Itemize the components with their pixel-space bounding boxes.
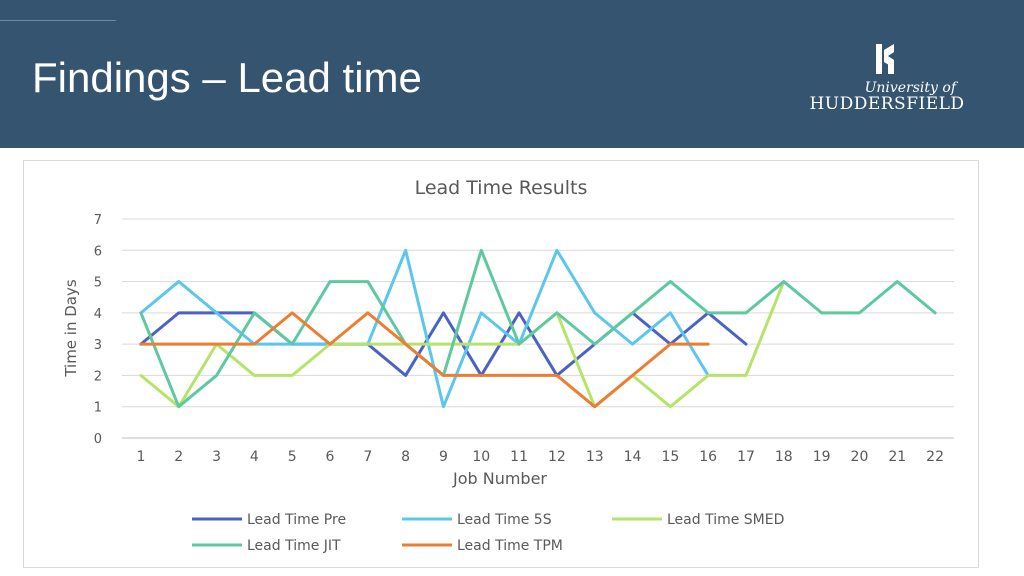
- x-tick-label: 9: [439, 449, 448, 465]
- slide-header: Findings – Lead time University of HUDDE…: [0, 0, 1024, 148]
- series-line-lead-time-jit: [139, 248, 937, 409]
- university-crest-icon: [876, 44, 894, 74]
- series-line-lead-time-smed: [139, 280, 786, 409]
- y-tick-label: 5: [94, 276, 102, 291]
- y-tick-label: 4: [94, 307, 102, 322]
- x-tick-label: 8: [401, 449, 410, 465]
- legend-label-lead-time-5s: Lead Time 5S: [457, 512, 552, 528]
- x-tick-label: 15: [661, 449, 679, 465]
- x-tick-label: 22: [926, 449, 944, 465]
- y-tick-label: 3: [94, 338, 102, 353]
- x-tick-label: 12: [548, 449, 566, 465]
- series-line-lead-time-pre: [139, 311, 748, 377]
- legend-label-lead-time-pre: Lead Time Pre: [247, 512, 346, 528]
- y-tick-label: 6: [94, 244, 102, 259]
- x-tick-label: 11: [510, 449, 528, 465]
- x-tick-label: 10: [472, 449, 490, 465]
- y-tick-label: 2: [94, 369, 102, 384]
- x-tick-label: 17: [737, 449, 755, 465]
- x-tick-label: 5: [288, 449, 297, 465]
- x-tick-label: 14: [624, 449, 642, 465]
- x-tick-label: 13: [586, 449, 604, 465]
- chart-legend: Lead Time Pre Lead Time 5S Lead Time SMED L…: [192, 512, 784, 554]
- legend-label-lead-time-tpm: Lead Time TPM: [457, 538, 563, 554]
- y-tick-label: 0: [94, 432, 102, 447]
- y-tick-label: 7: [94, 213, 102, 228]
- logo-text-line2: HUDDERSFIELD: [809, 94, 965, 114]
- chart-series: [139, 248, 937, 409]
- x-tick-label: 16: [699, 449, 717, 465]
- x-tick-label: 2: [174, 449, 183, 465]
- y-axis-ticks: 0 1 2 3 4 5 6 7: [94, 213, 102, 447]
- x-tick-label: 20: [851, 449, 869, 465]
- legend-label-lead-time-jit: Lead Time JIT: [247, 538, 341, 554]
- x-tick-label: 21: [888, 449, 906, 465]
- y-tick-label: 1: [94, 401, 102, 416]
- x-axis-ticks: 1 2 3 4 5 6 7 8 9 10 11 12 13 14 15 16 17 18 19 20 21 22: [136, 449, 944, 465]
- logo-text-line1: University of: [864, 80, 956, 96]
- x-tick-label: 6: [326, 449, 335, 465]
- header-rule: [0, 20, 116, 21]
- x-tick-label: 7: [363, 449, 372, 465]
- chart-title: Lead Time Results: [415, 177, 588, 199]
- x-tick-label: 18: [775, 449, 793, 465]
- x-axis-label: Job Number: [452, 469, 547, 488]
- x-tick-label: 3: [212, 449, 221, 465]
- x-tick-label: 1: [136, 449, 145, 465]
- legend-label-lead-time-smed: Lead Time SMED: [667, 512, 784, 528]
- university-logo: University of HUDDERSFIELD: [806, 42, 976, 114]
- series-line-lead-time-tpm: [139, 311, 710, 409]
- x-tick-label: 4: [250, 449, 259, 465]
- y-axis-label: Time in Days: [62, 279, 80, 378]
- slide-title: Findings – Lead time: [32, 54, 422, 101]
- x-tick-label: 19: [813, 449, 831, 465]
